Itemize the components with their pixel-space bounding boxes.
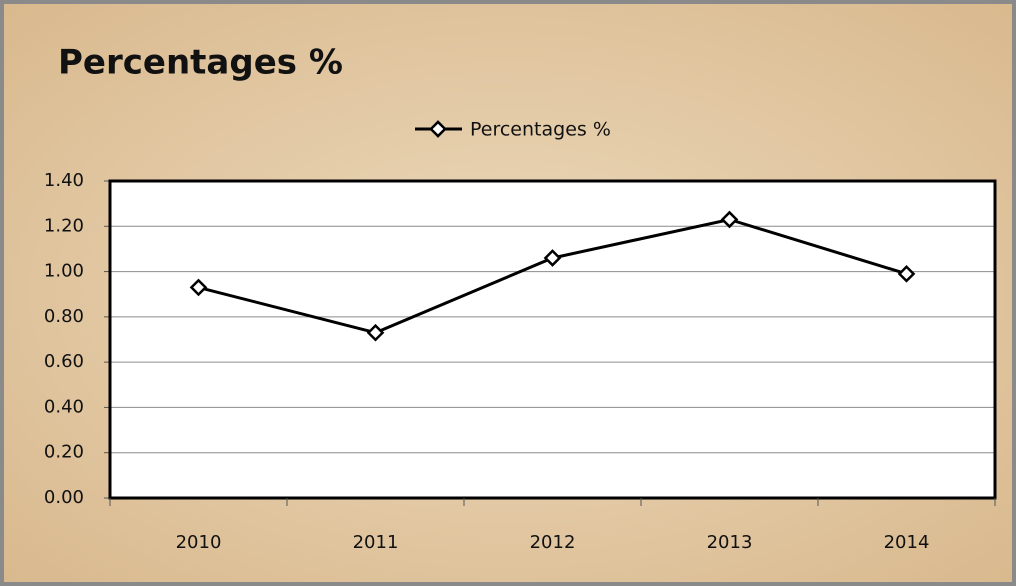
x-tick-label: 2012 (530, 532, 576, 553)
plot-border (108, 179, 997, 500)
data-point (720, 210, 739, 229)
legend-marker (429, 120, 447, 138)
legend: Percentages % (415, 119, 611, 141)
data-point (897, 264, 916, 283)
chart-title: Percentages % (58, 43, 343, 83)
plot-area (110, 181, 995, 498)
y-tick-label: 0.80 (44, 306, 84, 327)
y-tick-label: 0.00 (44, 487, 84, 508)
x-tick-label: 2010 (176, 532, 222, 553)
data-point (189, 278, 208, 297)
x-tick-label: 2013 (707, 532, 753, 553)
y-tick-label: 0.40 (44, 396, 84, 417)
data-point (366, 323, 385, 342)
legend-label: Percentages % (470, 119, 611, 141)
x-tick-label: 2014 (884, 532, 930, 553)
data-point (543, 249, 562, 267)
y-tick-label: 1.40 (44, 170, 84, 191)
y-tick-label: 0.20 (44, 442, 84, 463)
y-tick-label: 1.20 (44, 215, 84, 236)
x-tick-label: 2011 (353, 532, 399, 553)
y-tick-label: 0.60 (44, 351, 84, 372)
y-tick-label: 1.00 (44, 261, 84, 282)
